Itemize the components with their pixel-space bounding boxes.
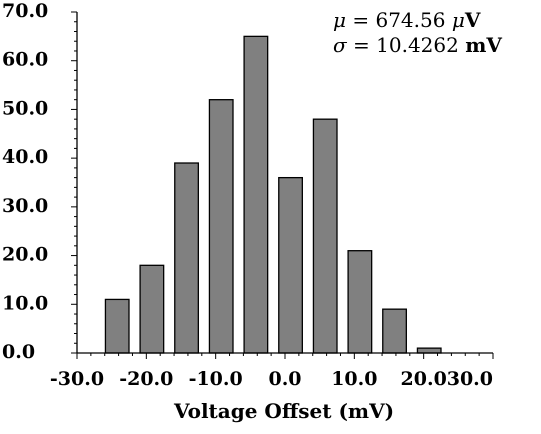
- mean-value: 674.56: [375, 8, 451, 32]
- x-ticks-group: -30.0 -20.0 -10.0 0.0 10.0 20.0 30.0: [50, 353, 494, 390]
- histogram-bar-8: [382, 308, 407, 354]
- x-tick-label-5: 20.0: [401, 368, 447, 390]
- histogram-bar-1: [139, 264, 165, 354]
- histogram-bar-5: [278, 176, 303, 354]
- stddev-unit: mV: [465, 33, 502, 57]
- y-tick-label-3: 30.0: [2, 195, 48, 217]
- y-ticks-group: 0.0 10.0 20.0 30.0 40.0 50.0 60.0 70.0: [2, 0, 77, 363]
- x-tick-label-6: 30.0: [447, 368, 493, 390]
- x-tick-label-4: 10.0: [331, 368, 377, 390]
- mean-unit: V: [464, 8, 481, 32]
- x-tick-label-1: -20.0: [119, 368, 173, 390]
- x-tick-label-0: -30.0: [50, 368, 104, 390]
- mean-unit-prefix: μ: [452, 8, 465, 32]
- y-tick-label-2: 20.0: [2, 244, 48, 266]
- mean-equals: =: [346, 8, 375, 32]
- x-axis-title: Voltage Offset (mV): [173, 399, 394, 423]
- x-tick-label-3: 0.0: [268, 368, 301, 390]
- histogram-bar-2: [174, 162, 199, 354]
- y-tick-label-5: 50.0: [2, 97, 48, 119]
- bars-group: [104, 35, 442, 354]
- y-tick-label-7: 70.0: [2, 0, 48, 22]
- x-tick-label-2: -10.0: [189, 368, 243, 390]
- histogram-bar-6: [312, 118, 338, 354]
- stddev-equals: =: [347, 33, 376, 57]
- histogram-bar-0: [104, 298, 130, 354]
- stddev-value: 10.4262: [376, 33, 465, 57]
- stddev-annotation: σ = 10.4262 mV: [333, 33, 502, 57]
- histogram-bar-4: [243, 35, 269, 354]
- y-tick-label-0: 0.0: [2, 341, 35, 363]
- stddev-symbol: σ: [333, 33, 348, 57]
- mean-symbol: μ: [333, 8, 346, 32]
- mean-annotation: μ = 674.56 μV: [333, 8, 481, 32]
- y-tick-label-4: 40.0: [2, 146, 48, 168]
- histogram-bar-7: [347, 250, 373, 354]
- y-tick-label-1: 10.0: [2, 292, 48, 314]
- histogram-bar-9: [416, 347, 442, 354]
- histogram-bar-3: [208, 99, 234, 354]
- y-tick-label-6: 60.0: [2, 49, 48, 71]
